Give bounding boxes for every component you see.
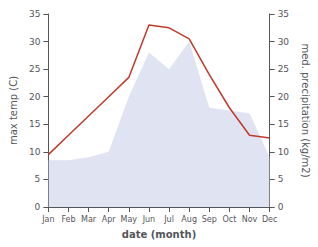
svg-text:5: 5 [278, 174, 284, 184]
svg-text:date (month): date (month) [122, 229, 196, 240]
svg-text:10: 10 [278, 147, 290, 157]
svg-text:Aug: Aug [181, 215, 197, 224]
svg-text:Jul: Jul [163, 215, 174, 224]
svg-text:Dec: Dec [262, 215, 277, 224]
svg-text:Jan: Jan [41, 215, 54, 224]
svg-text:20: 20 [29, 92, 41, 102]
svg-text:med. precipitation (kg/m2): med. precipitation (kg/m2) [300, 43, 311, 177]
svg-text:15: 15 [278, 119, 289, 129]
svg-text:10: 10 [29, 147, 41, 157]
svg-text:Nov: Nov [242, 215, 258, 224]
svg-text:May: May [121, 215, 138, 224]
svg-text:Oct: Oct [222, 215, 236, 224]
svg-text:Apr: Apr [102, 215, 117, 224]
svg-text:20: 20 [278, 92, 290, 102]
svg-text:35: 35 [29, 9, 40, 19]
svg-text:Feb: Feb [61, 215, 75, 224]
svg-text:25: 25 [29, 64, 40, 74]
svg-text:Mar: Mar [81, 215, 97, 224]
svg-text:25: 25 [278, 64, 289, 74]
svg-text:0: 0 [35, 202, 41, 212]
svg-text:30: 30 [278, 37, 290, 47]
svg-text:35: 35 [278, 9, 289, 19]
svg-text:Sep: Sep [202, 215, 217, 224]
svg-text:max temp (C): max temp (C) [8, 76, 19, 145]
svg-text:0: 0 [278, 202, 284, 212]
svg-text:Jun: Jun [142, 215, 156, 224]
svg-text:5: 5 [35, 174, 41, 184]
svg-text:30: 30 [29, 37, 41, 47]
svg-text:15: 15 [29, 119, 40, 129]
